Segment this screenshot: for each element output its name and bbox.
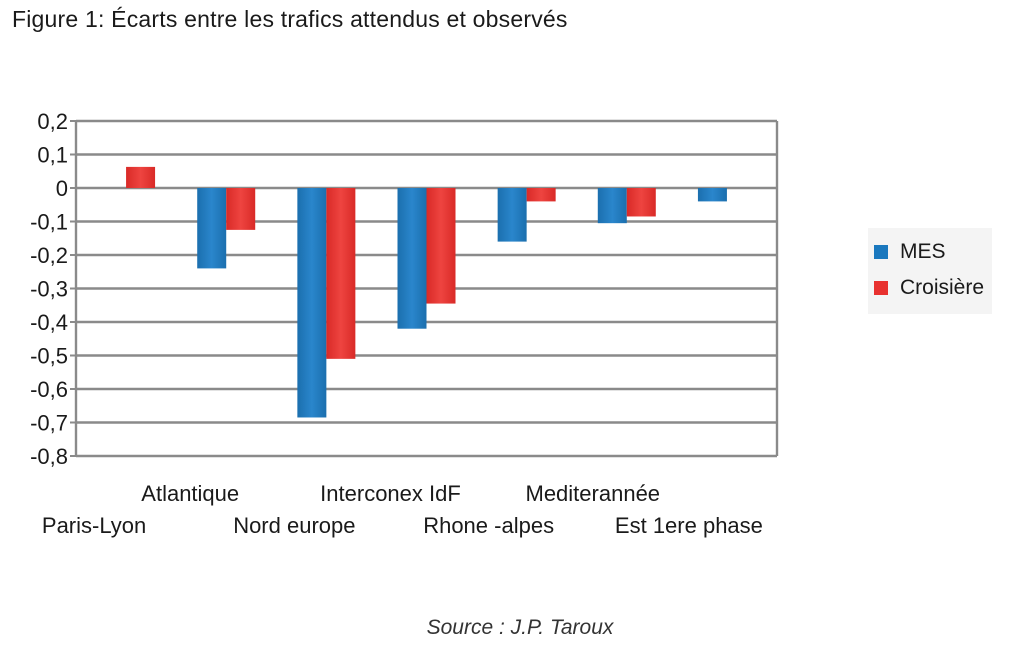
x-category-label: Paris-Lyon: [42, 513, 146, 538]
y-tick-label: -0,1: [30, 210, 68, 235]
bar-croisiere-2: [326, 188, 356, 359]
x-category-label: Est 1ere phase: [615, 513, 763, 538]
y-tick-label: -0,2: [30, 243, 68, 268]
y-tick-label: -0,4: [30, 310, 68, 335]
bar-croisiere-1: [226, 188, 256, 230]
bar-croisiere-5: [626, 188, 656, 217]
y-tick-label: -0,3: [30, 277, 68, 302]
x-category-label: Mediterannée: [526, 481, 661, 506]
x-category-label: Interconex IdF: [320, 481, 461, 506]
x-category-label: Rhone -alpes: [423, 513, 554, 538]
bar-mes-6: [697, 188, 727, 202]
bar-mes-4: [497, 188, 527, 242]
legend-swatch-mes: [874, 245, 888, 259]
y-tick-label: 0,2: [37, 109, 68, 134]
legend-label-croisiere: Croisière: [900, 276, 985, 299]
y-tick-label: 0: [56, 176, 68, 201]
bar-mes-1: [197, 188, 227, 269]
legend-item-croisiere: Croisière: [874, 270, 984, 306]
x-category-label: Nord europe: [233, 513, 355, 538]
figure-title: Figure 1: Écarts entre les trafics atten…: [12, 6, 568, 32]
bar-mes-3: [397, 188, 427, 329]
bars: [126, 166, 727, 418]
figure-source: Source : J.P. Taroux: [426, 616, 614, 639]
x-category-label: Atlantique: [141, 481, 239, 506]
legend: MES Croisière: [868, 228, 993, 314]
y-tick-label: -0,7: [30, 411, 68, 436]
legend-label-mes: MES: [900, 240, 946, 263]
axes: [70, 120, 779, 457]
bar-mes-5: [597, 188, 627, 224]
bar-mes-2: [297, 188, 327, 418]
legend-swatch-croisiere: [874, 281, 888, 295]
y-tick-label: -0,5: [30, 344, 68, 369]
y-tick-label: -0,6: [30, 377, 68, 402]
y-tick-label: -0,8: [30, 444, 68, 469]
bar-croisiere-0: [126, 166, 156, 188]
bar-croisiere-4: [526, 188, 556, 202]
legend-item-mes: MES: [874, 234, 984, 270]
tick-labels: 0,2 0,1 0 -0,1 -0,2 -0,3 -0,4 -0,5 -0,6 -0,7 -0,8 P…: [30, 109, 763, 538]
y-tick-label: 0,1: [37, 143, 68, 168]
bar-croisiere-3: [426, 188, 456, 304]
